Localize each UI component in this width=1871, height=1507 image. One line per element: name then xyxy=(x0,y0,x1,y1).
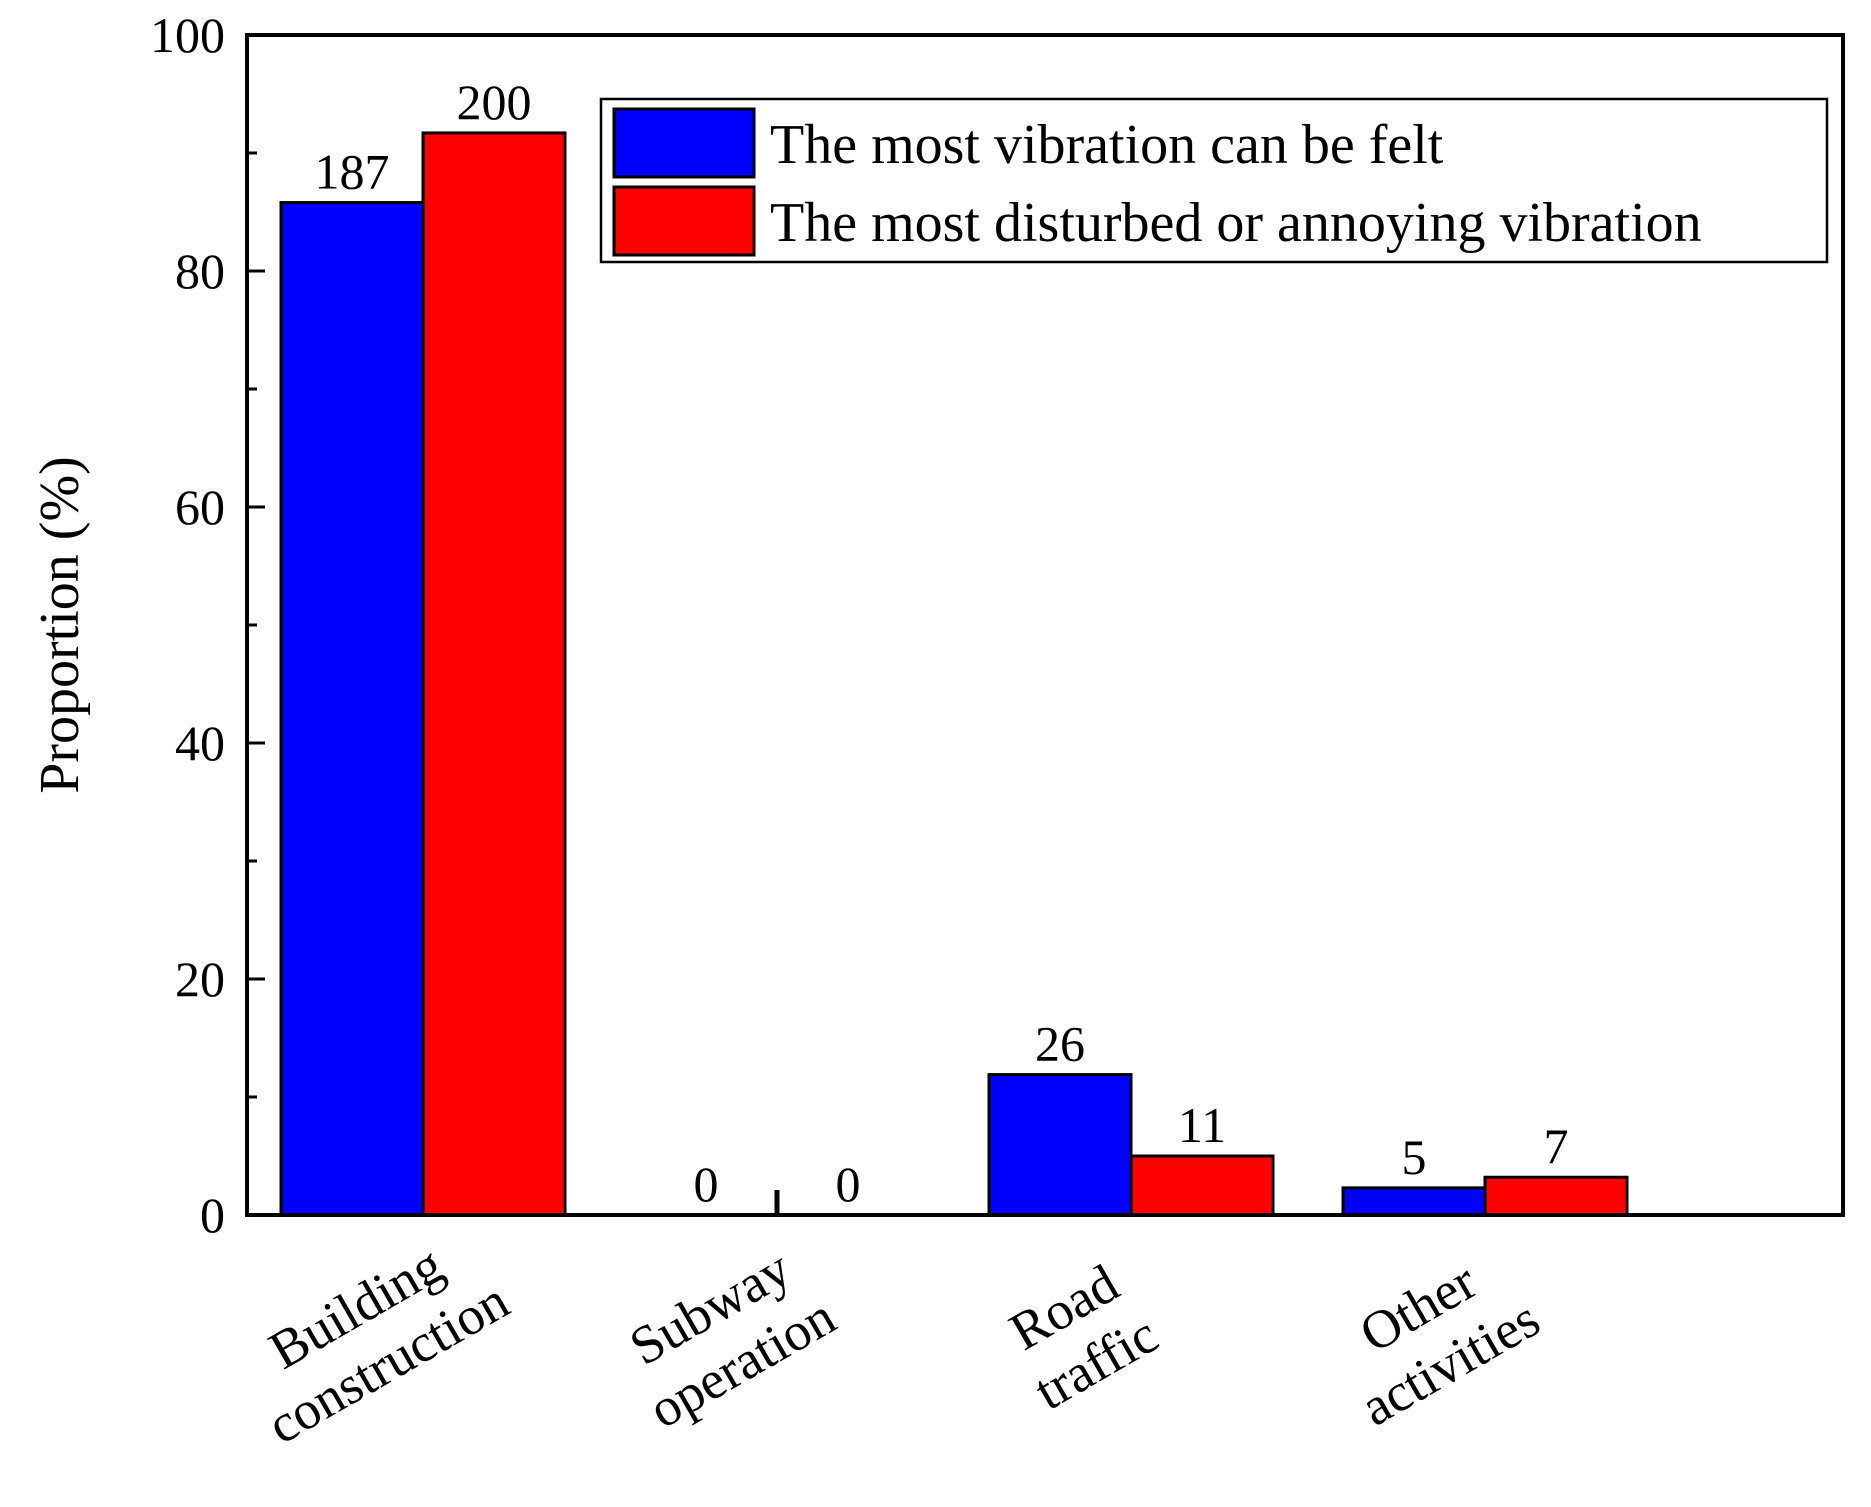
y-tick-label: 40 xyxy=(175,715,225,771)
data-label: 200 xyxy=(457,74,532,130)
legend: The most vibration can be felt The most d… xyxy=(599,97,1829,264)
y-axis-title: Proportion (%) xyxy=(29,456,91,794)
legend-swatch xyxy=(612,107,756,179)
x-category-label: Otheractivities xyxy=(1319,1233,1550,1438)
bar-felt-3 xyxy=(1341,1186,1487,1217)
bar-annoying-2 xyxy=(1129,1154,1275,1217)
data-label: 7 xyxy=(1544,1118,1569,1174)
legend-entry: The most vibration can be felt xyxy=(770,114,1444,176)
data-label: 5 xyxy=(1402,1129,1427,1185)
data-label: 26 xyxy=(1035,1016,1085,1072)
x-category-label: Subwayoperation xyxy=(607,1230,846,1439)
x-category-label: Buildingconstruction xyxy=(225,1215,518,1456)
data-label: 0 xyxy=(836,1156,861,1212)
legend-swatch xyxy=(612,185,756,257)
y-tick-label: 60 xyxy=(175,479,225,535)
y-tick-label: 80 xyxy=(175,243,225,299)
bar-felt-0 xyxy=(279,201,425,1217)
bar-annoying-3 xyxy=(1483,1175,1629,1217)
x-category-label: Roadtraffic xyxy=(992,1249,1167,1422)
data-label: 0 xyxy=(694,1156,719,1212)
data-label: 187 xyxy=(315,144,390,200)
legend-entry: The most disturbed or annoying vibration xyxy=(770,192,1702,254)
bar-annoying-0 xyxy=(421,131,567,1217)
y-tick-label: 20 xyxy=(175,951,225,1007)
legend-box xyxy=(599,97,1829,264)
data-label: 11 xyxy=(1178,1097,1226,1153)
bar-felt-2 xyxy=(987,1073,1133,1217)
axes-layer xyxy=(245,33,1845,1217)
y-tick-label: 0 xyxy=(200,1187,225,1243)
bars-layer xyxy=(279,131,1629,1217)
y-tick-label: 100 xyxy=(150,7,225,63)
